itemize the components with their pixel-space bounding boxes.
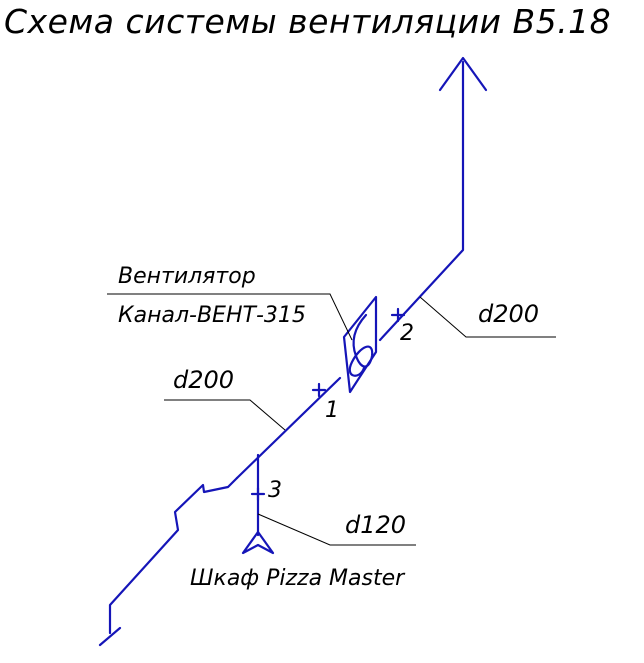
main-duct-upper: [378, 60, 465, 342]
leader-lines: [107, 293, 556, 546]
lower-break-symbol: [98, 626, 122, 647]
diameter-upper: d200: [478, 300, 539, 328]
fan-blade-symbol: [348, 313, 374, 377]
point-2-mark: [390, 307, 406, 323]
equipment-label: Шкаф Pizza Master: [190, 566, 406, 591]
leader-d120: [257, 513, 416, 546]
leader-d200-lower: [164, 399, 286, 431]
fan-label-line1: Вентилятор: [118, 264, 256, 289]
point-1-mark: [311, 382, 327, 398]
leader-d200-upper: [419, 296, 556, 338]
exhaust-arrow: [438, 56, 488, 92]
fan-leader: [107, 293, 353, 341]
point-3-mark: [250, 486, 266, 502]
point-3-label: 3: [268, 478, 282, 503]
fan-label-line2: Канал-ВЕНТ-315: [118, 303, 306, 328]
point-1-label: 1: [325, 398, 339, 423]
main-duct-to-fan: [235, 376, 342, 480]
diameter-branch: d120: [345, 511, 406, 539]
point-2-label: 2: [400, 321, 414, 346]
main-duct-lower: [108, 476, 239, 635]
fan-body: [342, 295, 378, 394]
duct-system: [98, 56, 488, 647]
cabinet-intake-symbol: [241, 530, 275, 555]
diagram-title: Схема системы вентиляции В5.18: [4, 2, 612, 41]
diameter-lower: d200: [173, 366, 234, 394]
